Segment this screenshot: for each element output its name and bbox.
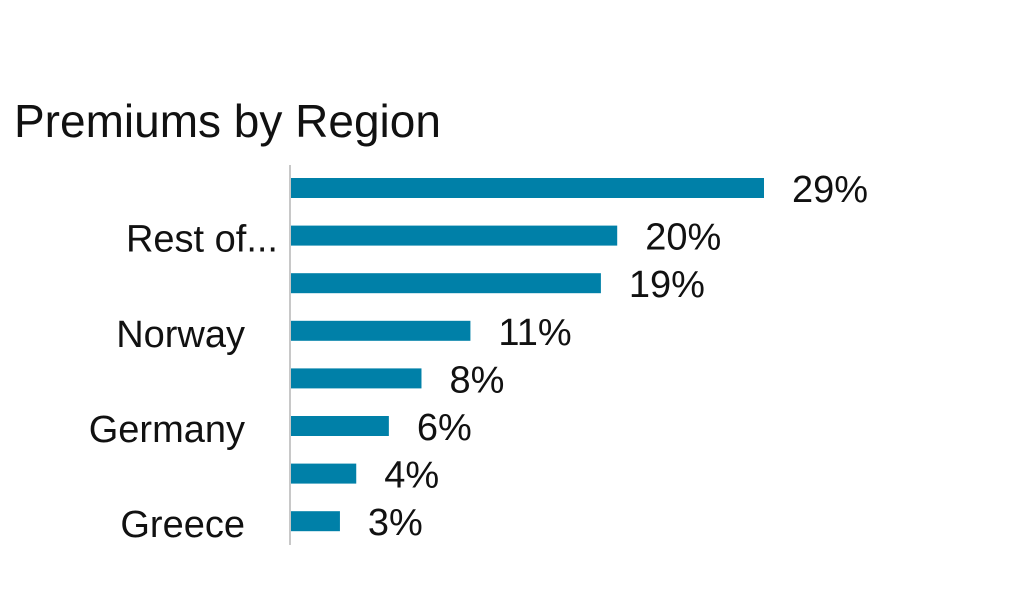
data-label-3: 11% — [498, 312, 571, 354]
data-label-5: 6% — [417, 407, 472, 449]
bar-4 — [291, 368, 422, 389]
bar-series — [291, 178, 764, 532]
category-label-1: Rest of... — [126, 219, 278, 261]
data-label-6: 4% — [384, 455, 439, 497]
data-labels: 29% 20% 19% 11% 8% 6% 4% 3% — [368, 169, 868, 544]
data-label-2: 19% — [629, 264, 705, 306]
bar-6 — [291, 463, 357, 484]
bar-2 — [291, 273, 601, 294]
bar-1 — [291, 225, 618, 246]
bar-5 — [291, 416, 389, 436]
bar-7 — [291, 511, 340, 532]
category-labels: Rest of... Norway Germany Greece — [89, 219, 278, 547]
data-label-7: 3% — [368, 502, 423, 544]
data-label-1: 20% — [645, 217, 721, 259]
category-label-3: Norway — [116, 314, 245, 356]
data-label-4: 8% — [449, 359, 504, 401]
bar-0 — [291, 178, 764, 198]
data-label-0: 29% — [792, 169, 868, 211]
bar-3 — [291, 320, 471, 341]
chart-title: Premiums by Region — [14, 95, 441, 147]
category-label-7: Greece — [120, 504, 245, 546]
category-label-5: Germany — [89, 409, 245, 451]
